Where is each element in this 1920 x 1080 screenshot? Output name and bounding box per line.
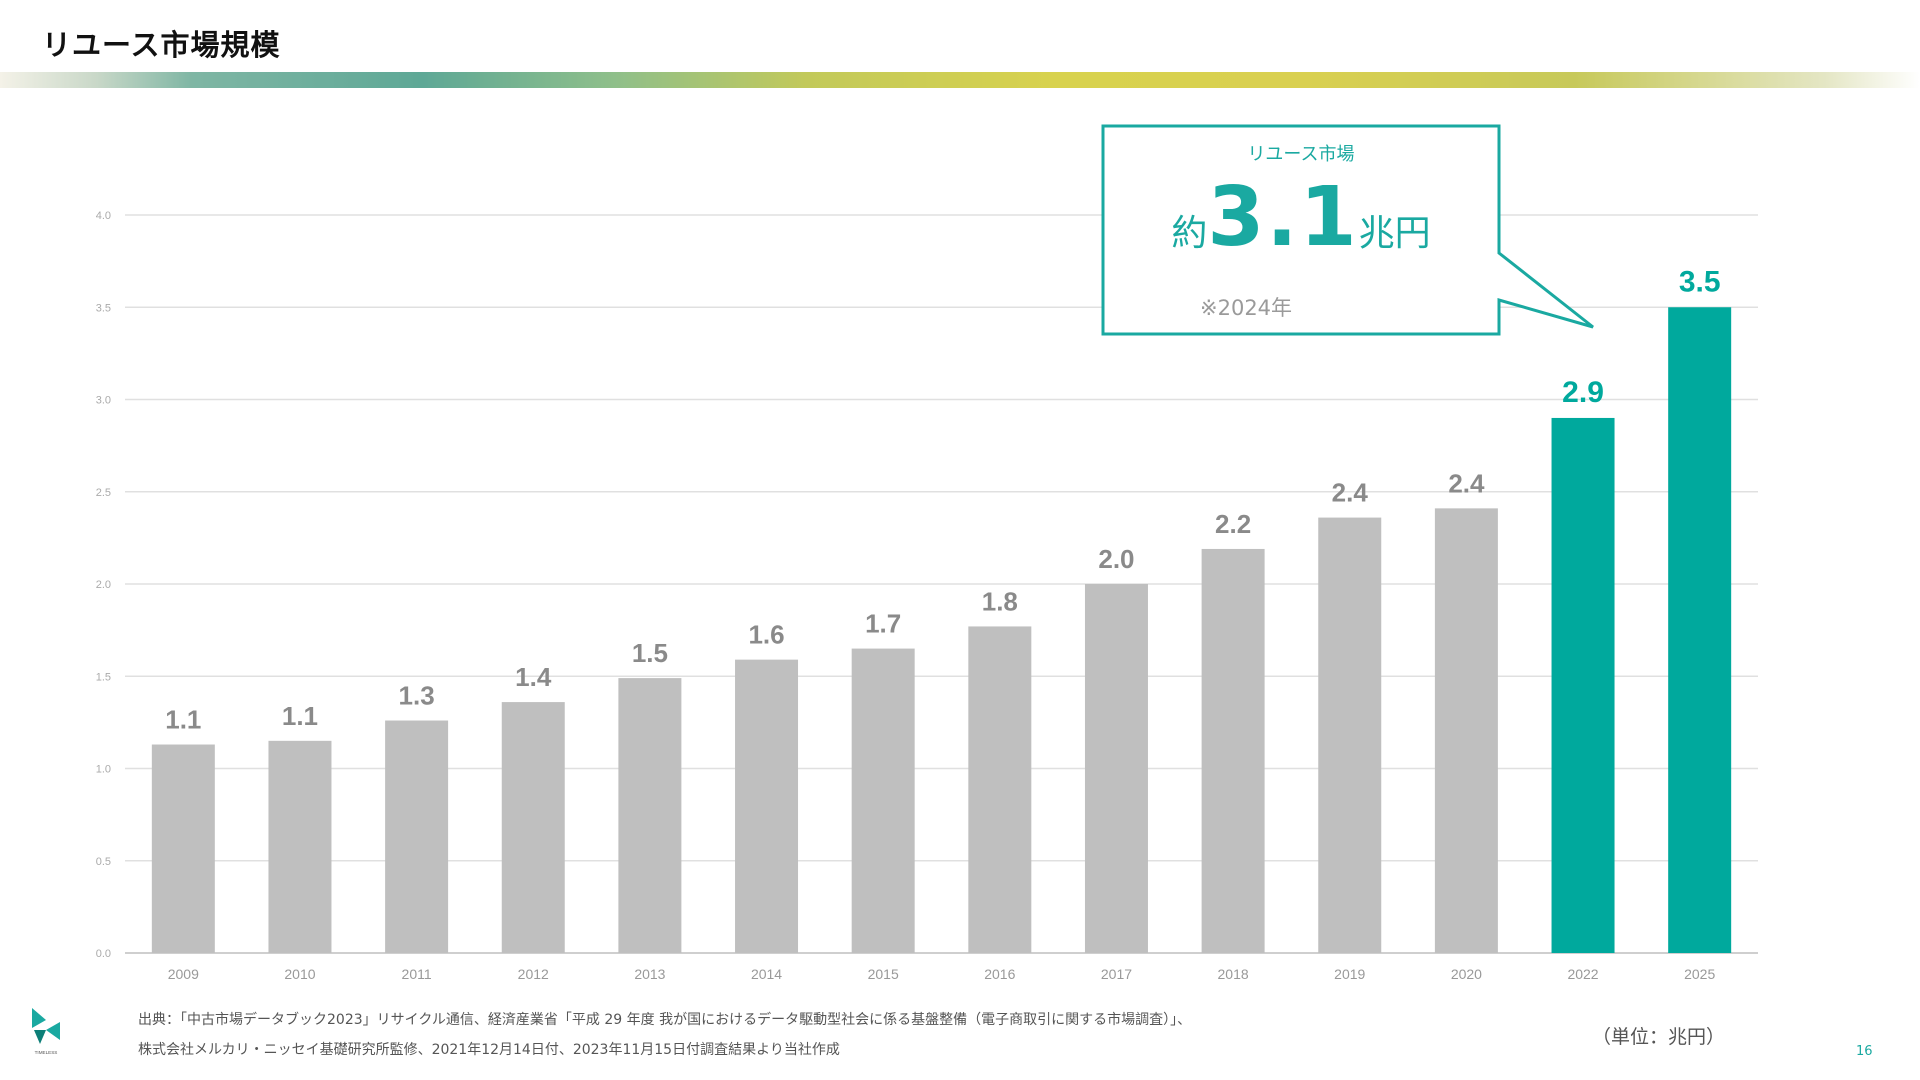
bar (268, 740, 332, 953)
x-tick-label: 2012 (518, 966, 549, 982)
data-label: 1.4 (515, 662, 552, 692)
data-label: 1.6 (748, 620, 784, 650)
callout-number: 3.1 (1207, 170, 1359, 265)
y-tick-label: 4.0 (96, 210, 111, 222)
data-label: 2.4 (1448, 468, 1485, 498)
data-label: 3.5 (1679, 265, 1721, 298)
x-tick-label: 2015 (868, 966, 899, 982)
y-tick-label: 3.5 (96, 302, 111, 314)
x-tick-label: 2011 (402, 966, 432, 982)
header-gradient-bar (0, 72, 1920, 88)
y-tick-label: 0.0 (96, 948, 111, 960)
unit-label: （単位：兆円） (1592, 1026, 1726, 1048)
y-tick-label: 1.5 (96, 671, 111, 683)
bar (385, 720, 449, 953)
y-tick-label: 2.5 (96, 487, 111, 499)
bar (735, 659, 799, 953)
bar (968, 626, 1032, 953)
callout-title: リユース市場 (1247, 144, 1355, 165)
bar (501, 702, 565, 953)
callout-note: ※2024年 (1200, 296, 1293, 320)
bar (1551, 417, 1615, 953)
bar (1084, 584, 1148, 953)
callout-suffix: 兆円 (1358, 213, 1431, 254)
bar (851, 648, 915, 953)
y-tick-label: 0.5 (96, 856, 111, 868)
x-tick-label: 2014 (751, 966, 782, 982)
x-tick-label: 2017 (1101, 966, 1132, 982)
data-label: 1.1 (282, 701, 318, 731)
bar (1201, 548, 1265, 953)
bar (151, 744, 215, 953)
bar (1318, 517, 1382, 953)
data-label: 1.5 (632, 638, 668, 668)
x-tick-label: 2013 (634, 966, 665, 982)
callout-value: 約3.1兆円 (1103, 170, 1499, 265)
y-tick-label: 3.0 (96, 395, 111, 407)
data-label: 2.2 (1215, 509, 1251, 539)
x-tick-label: 2025 (1684, 966, 1715, 982)
bar (1434, 508, 1498, 953)
x-tick-label: 2019 (1334, 966, 1365, 982)
callout-prefix: 約 (1171, 213, 1208, 254)
source-note: 出典：「中古市場データブック2023」リサイクル通信、経済産業省「平成 29 年… (138, 1005, 1191, 1065)
bar (1668, 307, 1732, 953)
data-label: 2.0 (1098, 544, 1134, 574)
page-title: リユース市場規模 (42, 28, 281, 62)
data-label: 1.7 (865, 609, 901, 639)
logo-wordmark: TIMELESS (35, 1050, 58, 1055)
data-label: 2.9 (1562, 376, 1604, 409)
y-tick-label: 1.0 (96, 764, 111, 776)
x-tick-label: 2010 (284, 966, 315, 982)
company-logo: TIMELESS (32, 1008, 60, 1055)
x-tick-label: 2022 (1567, 966, 1598, 982)
bar (618, 678, 682, 953)
y-tick-label: 2.0 (96, 579, 111, 591)
data-label: 1.8 (982, 586, 1018, 616)
x-tick-label: 2009 (168, 966, 199, 982)
data-label: 1.3 (399, 681, 435, 711)
page-number: 16 (1856, 1044, 1873, 1059)
source-line-1: 出典：「中古市場データブック2023」リサイクル通信、経済産業省「平成 29 年… (138, 1012, 1192, 1028)
x-tick-label: 2020 (1451, 966, 1482, 982)
data-label: 2.4 (1332, 478, 1369, 508)
x-tick-label: 2016 (984, 966, 1015, 982)
x-tick-label: 2018 (1218, 966, 1249, 982)
source-line-2: 株式会社メルカリ・ニッセイ基礎研究所監修、2021年12月14日付、2023年1… (138, 1042, 840, 1058)
data-label: 1.1 (165, 705, 201, 735)
